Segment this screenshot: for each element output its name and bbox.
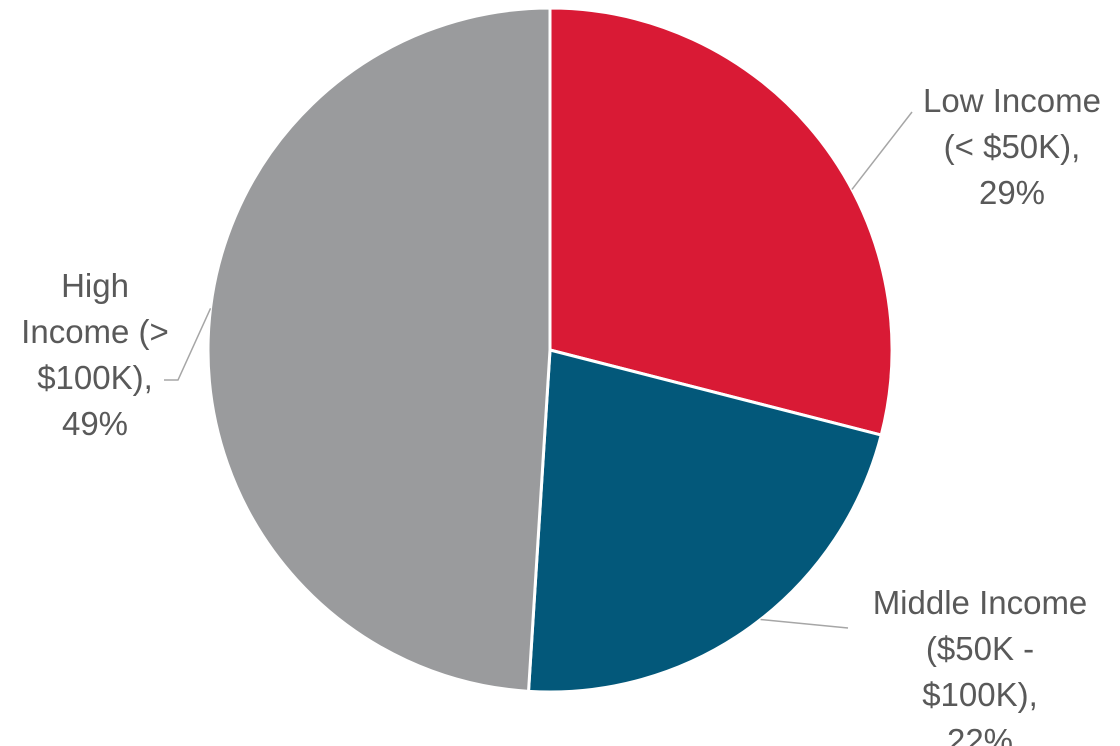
data-label-2: Middle Income ($50K - $100K), 22% [873, 584, 1088, 746]
data-label-line: High [61, 267, 129, 304]
data-label-1: Low Income (< $50K), 29% [923, 82, 1101, 211]
data-label-line: 22% [947, 722, 1013, 746]
leader-line-2 [760, 618, 849, 629]
data-label-line: Low Income [923, 82, 1101, 119]
data-label-line: Middle Income [873, 584, 1088, 621]
data-label-line: ($50K - [926, 630, 1034, 667]
pie-slice-3 [206, 6, 552, 693]
pie-slices [206, 6, 894, 694]
pie-slice-1 [548, 6, 894, 437]
data-label-line: 49% [62, 405, 128, 442]
leader-lines [164, 111, 913, 629]
leader-line-1 [851, 111, 913, 190]
data-label-line: Income (> [21, 313, 169, 350]
data-label-line: (< $50K), [944, 128, 1081, 165]
data-label-line: 29% [979, 174, 1045, 211]
data-label-line: $100K), [922, 676, 1038, 713]
data-labels: Low Income (< $50K), 29% Middle Income ($50K… [21, 82, 1101, 746]
data-label-3: High Income (> $100K), 49% [21, 267, 169, 442]
leader-line-3 [164, 308, 212, 381]
data-label-line: $100K), [37, 359, 153, 396]
pie-slice-2 [527, 348, 883, 694]
